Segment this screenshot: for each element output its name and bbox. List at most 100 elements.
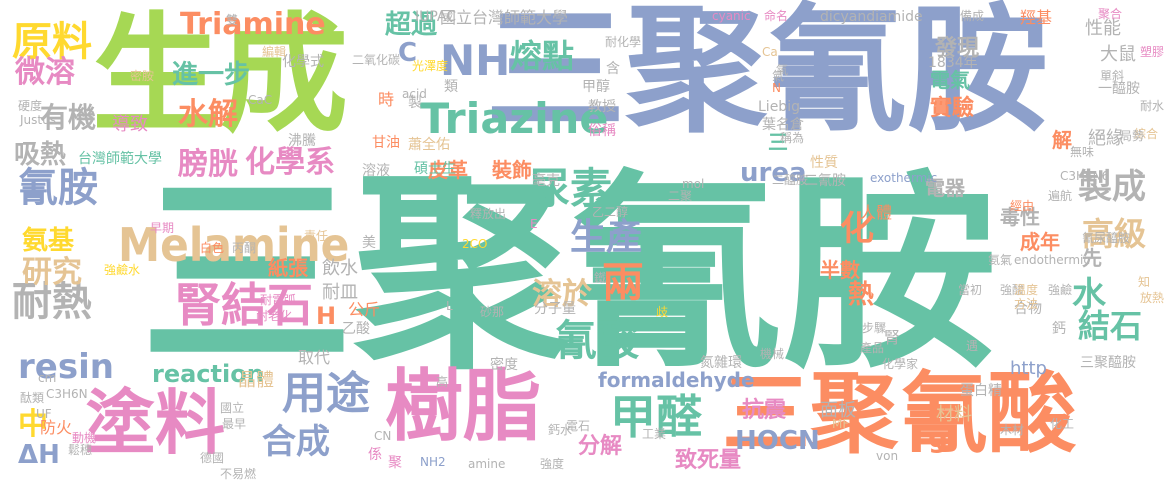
cloud-word: 蕭全佑 — [408, 137, 450, 153]
cloud-word: 經由 — [1010, 199, 1035, 213]
cloud-word: 氧 — [776, 63, 789, 77]
cloud-word: 氣 — [772, 69, 785, 83]
cloud-word: 機械 — [760, 347, 785, 361]
cloud-word: 分子量 — [534, 301, 576, 317]
cloud-word: 教授 — [588, 99, 616, 115]
cloud-word: 公斤 — [348, 300, 381, 319]
cloud-word: 木材 — [1000, 423, 1025, 437]
cloud-word: 一醯胺 — [1098, 81, 1140, 97]
cloud-word: http — [1010, 358, 1047, 379]
cloud-word: 解 — [1052, 128, 1072, 152]
cloud-word: 密度 — [490, 357, 518, 373]
cloud-word: 鈣 — [1052, 321, 1066, 337]
cloud-word: 材料 — [936, 404, 972, 425]
cloud-word: 三聚氰胺 — [140, 152, 997, 397]
cloud-word: 不易燃 — [220, 467, 257, 481]
cloud-word: 最早 — [222, 417, 247, 431]
cloud-word: 高級 — [1082, 215, 1147, 253]
cloud-word: 飲水 — [322, 258, 358, 279]
cloud-word: 生成 — [92, 1, 349, 150]
cloud-word: 致死量 — [675, 448, 742, 473]
cloud-word: Melamine — [118, 218, 350, 272]
cloud-word: endothermic — [1014, 253, 1090, 267]
cloud-word: 強鹼水 — [104, 263, 141, 277]
cloud-word: 釋放出 — [470, 207, 507, 221]
cloud-word: 國立 — [220, 401, 245, 415]
cloud-word: 化 — [840, 209, 874, 249]
cloud-word: 面板 — [820, 400, 856, 421]
cloud-word: 紙張 — [268, 256, 308, 280]
cloud-word: 樹脂 — [385, 362, 542, 452]
cloud-word: 稱為 — [780, 131, 805, 145]
cloud-word: 溶於 — [532, 277, 592, 312]
cloud-word: 俗稱 — [588, 123, 616, 139]
cloud-word: 電石 — [566, 419, 591, 433]
cloud-word: 人體 — [860, 203, 893, 222]
cloud-word: 微溶 — [15, 55, 75, 90]
cloud-word: 動機 — [72, 431, 97, 445]
cloud-word: 取代 — [298, 348, 331, 367]
cloud-word: 水解 — [178, 97, 238, 132]
cloud-word: 三聚氰胺 — [485, 0, 1049, 151]
cloud-word: ΔH — [18, 440, 60, 470]
cloud-word: 甘油 — [372, 135, 400, 151]
cloud-word: amine — [468, 457, 506, 471]
cloud-word: 成年 — [1020, 230, 1060, 254]
cloud-word: 台灣師範大學 — [78, 151, 162, 167]
cloud-word: 腎結石 — [175, 278, 313, 332]
cloud-word: 研究 — [22, 255, 82, 290]
cloud-word: 導致 — [112, 114, 148, 135]
cloud-word: 絕緣 — [1088, 128, 1124, 149]
cloud-word: 單斜 — [1100, 69, 1125, 83]
cloud-word: 半數 — [820, 258, 860, 282]
cloud-word: 鐵 — [594, 271, 607, 285]
cloud-word: 結石 — [1078, 307, 1143, 345]
cloud-word: 產品 — [860, 341, 885, 355]
cloud-word: 當初 — [958, 283, 983, 297]
cloud-word: 放熱 — [1140, 291, 1165, 305]
cloud-word: resin — [18, 347, 114, 387]
cloud-word: g — [928, 421, 949, 454]
cloud-word: 電氣 — [930, 68, 970, 92]
cloud-word: 三 — [768, 130, 788, 154]
cloud-word: 化學式 — [282, 54, 324, 70]
cloud-word: 丙酮 — [232, 241, 257, 255]
cloud-word: 羥基 — [1020, 8, 1053, 27]
cloud-word: 鬆穗 — [68, 443, 93, 457]
cloud-word: 時 — [378, 90, 395, 109]
cloud-word: 實驗 — [930, 96, 975, 121]
cloud-word: 耐水 — [1140, 99, 1165, 113]
cloud-word: N — [772, 81, 781, 95]
cloud-word: 熱 — [848, 280, 875, 310]
cloud-word: 生產 — [570, 217, 643, 258]
cloud-word: 蛋白精 — [960, 383, 1002, 399]
cloud-word: E — [530, 217, 538, 231]
cloud-word: 分解 — [578, 434, 623, 459]
cloud-word: 氮雜環 — [700, 355, 742, 371]
cloud-word: 沸騰 — [288, 133, 316, 149]
cloud-word: 先 — [1082, 246, 1102, 270]
cloud-word: 耐電弧 — [260, 293, 297, 307]
cloud-word: 合成 — [262, 422, 330, 462]
cloud-word: C — [398, 38, 418, 68]
cloud-word: 抗震 — [742, 398, 787, 423]
cloud-word: Triazine — [420, 94, 609, 143]
cloud-word: 光澤度 — [412, 59, 449, 73]
cloud-word: 歧 — [656, 305, 669, 319]
cloud-word: cm — [38, 371, 57, 385]
cloud-word: 酞類 — [20, 391, 45, 405]
cloud-word: 強鹼 — [1048, 283, 1073, 297]
cloud-word: 化學家 — [882, 357, 919, 371]
cloud-word: exothermic — [870, 171, 938, 185]
cloud-word: 兩 — [602, 258, 645, 307]
cloud-word: CaC — [248, 93, 273, 107]
cloud-word: 吸熱 — [14, 140, 67, 170]
cloud-word: Triamine — [180, 7, 326, 42]
cloud-word: 製 — [408, 95, 422, 111]
cloud-word: 乙二醇 — [592, 205, 629, 219]
cloud-word: 綜合 — [1134, 127, 1159, 141]
cloud-word: 1834年 — [928, 55, 978, 71]
cloud-word: reaction — [152, 360, 264, 388]
cloud-word: 溫度 — [1014, 283, 1039, 297]
cloud-word: 大鼠 — [1100, 44, 1136, 65]
